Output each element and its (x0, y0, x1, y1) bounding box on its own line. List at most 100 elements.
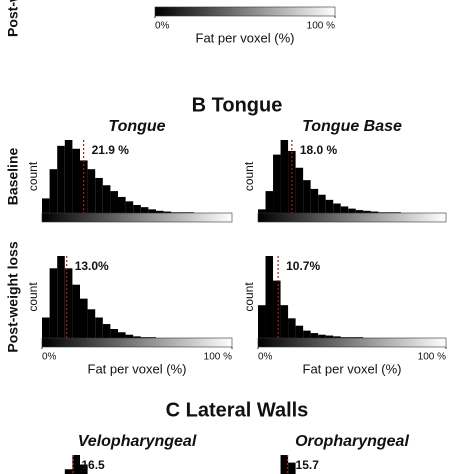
histogram-bar (378, 212, 386, 213)
histogram-bar (363, 210, 371, 213)
row-label: Baseline (5, 147, 21, 205)
color-scale-bar (154, 6, 336, 17)
x-tick-label: 100 % (307, 21, 335, 32)
histogram-bar (340, 337, 349, 338)
histogram-bar (393, 212, 401, 213)
histogram-bar (140, 207, 149, 213)
color-scale-bar (257, 212, 447, 223)
histogram-bar (303, 180, 311, 213)
histogram-bar (64, 140, 73, 213)
histogram-bar (57, 145, 65, 213)
y-axis-label: count (26, 161, 40, 191)
histogram-bar (64, 469, 73, 474)
histogram-bar (95, 317, 103, 338)
median-label: 21.9 % (92, 143, 130, 157)
x-axis-label: Fat per voxel (%) (88, 361, 187, 376)
histogram-bar (42, 198, 50, 213)
median-label: 10.7% (286, 259, 320, 273)
histogram-bar (80, 160, 88, 213)
histogram-bar (49, 268, 58, 338)
median-label: 15.7 (296, 458, 320, 472)
histogram-bar (156, 210, 164, 213)
histogram-bar (72, 284, 80, 338)
histogram-bar (102, 185, 111, 213)
x-tick-label: 100 % (418, 352, 446, 363)
histogram-bar (385, 212, 394, 213)
histogram-bar (295, 167, 304, 213)
color-scale-bar (41, 337, 233, 348)
y-axis-label: count (242, 282, 256, 312)
histogram-bar (333, 203, 341, 213)
histogram-bar (140, 337, 149, 338)
histogram-bar (49, 169, 58, 213)
histogram-bar (72, 148, 80, 213)
histogram-bar (87, 309, 96, 338)
histogram-bar (125, 334, 134, 338)
histogram-bar (273, 154, 281, 213)
histogram-bar (171, 212, 179, 213)
histogram-bar (57, 256, 65, 338)
histogram-bar (133, 204, 141, 213)
histogram-bar (148, 209, 156, 213)
histogram-bar (265, 256, 274, 338)
x-axis-label: Fat per voxel (%) (303, 361, 402, 376)
histogram-bar (102, 324, 111, 338)
y-axis-label: count (242, 161, 256, 191)
histogram-bar (95, 177, 103, 213)
histogram-bar (288, 462, 296, 474)
histogram-bar (280, 455, 289, 474)
histogram-bar (110, 328, 118, 338)
section-heading: B Tongue (192, 94, 283, 116)
histogram-bar (348, 208, 356, 213)
histogram-bar (118, 332, 126, 338)
row-label: Post-weight loss (5, 0, 21, 37)
section-heading: C Lateral Walls (166, 399, 309, 421)
median-label: 13.0% (75, 259, 109, 273)
histogram-bar (370, 211, 379, 213)
histogram-bar (325, 335, 334, 338)
histogram-bar (80, 464, 88, 474)
x-tick-label: 100 % (204, 352, 232, 363)
histogram-bar (280, 140, 289, 213)
histogram-bar (42, 317, 50, 338)
panel-title: Oropharyngeal (295, 433, 409, 450)
panel-title: Tongue Base (302, 118, 402, 135)
histogram-bar (340, 206, 349, 213)
panel-title: Tongue (108, 118, 165, 135)
histogram-bar (295, 325, 304, 338)
color-scale-bar (41, 212, 233, 223)
histogram-bar (310, 333, 319, 338)
histogram-bar (133, 336, 141, 338)
row-label: Post-weight loss (5, 241, 21, 352)
panel-title: Velopharyngeal (78, 433, 197, 450)
histogram-bar (64, 268, 73, 338)
histogram-bar (288, 318, 296, 338)
histogram-bar (148, 337, 156, 338)
histogram-bar (355, 210, 364, 213)
median-label: 18.0 % (300, 143, 338, 157)
histogram-bar (318, 194, 326, 213)
histogram-bar (258, 305, 266, 338)
histogram-bar (186, 212, 194, 213)
histogram-bar (163, 211, 172, 213)
histogram-bar (87, 169, 96, 213)
histogram-bar (72, 455, 80, 474)
histogram-bar (310, 188, 319, 213)
histogram-bar (333, 336, 341, 338)
histogram-bar (303, 330, 311, 338)
histogram-bar (273, 280, 281, 338)
color-scale-bar (257, 337, 447, 348)
histogram-bar (280, 305, 289, 338)
histogram-bar (258, 209, 266, 213)
histogram-bar (110, 191, 118, 213)
y-axis-label: count (26, 282, 40, 312)
histogram-bar (318, 334, 326, 338)
x-tick-label: 0% (155, 21, 170, 32)
histogram-bar (125, 201, 134, 213)
histogram-bar (118, 196, 126, 213)
histogram-bar (325, 199, 334, 213)
histogram-bar (80, 298, 88, 338)
x-tick-label: 0% (258, 352, 273, 363)
